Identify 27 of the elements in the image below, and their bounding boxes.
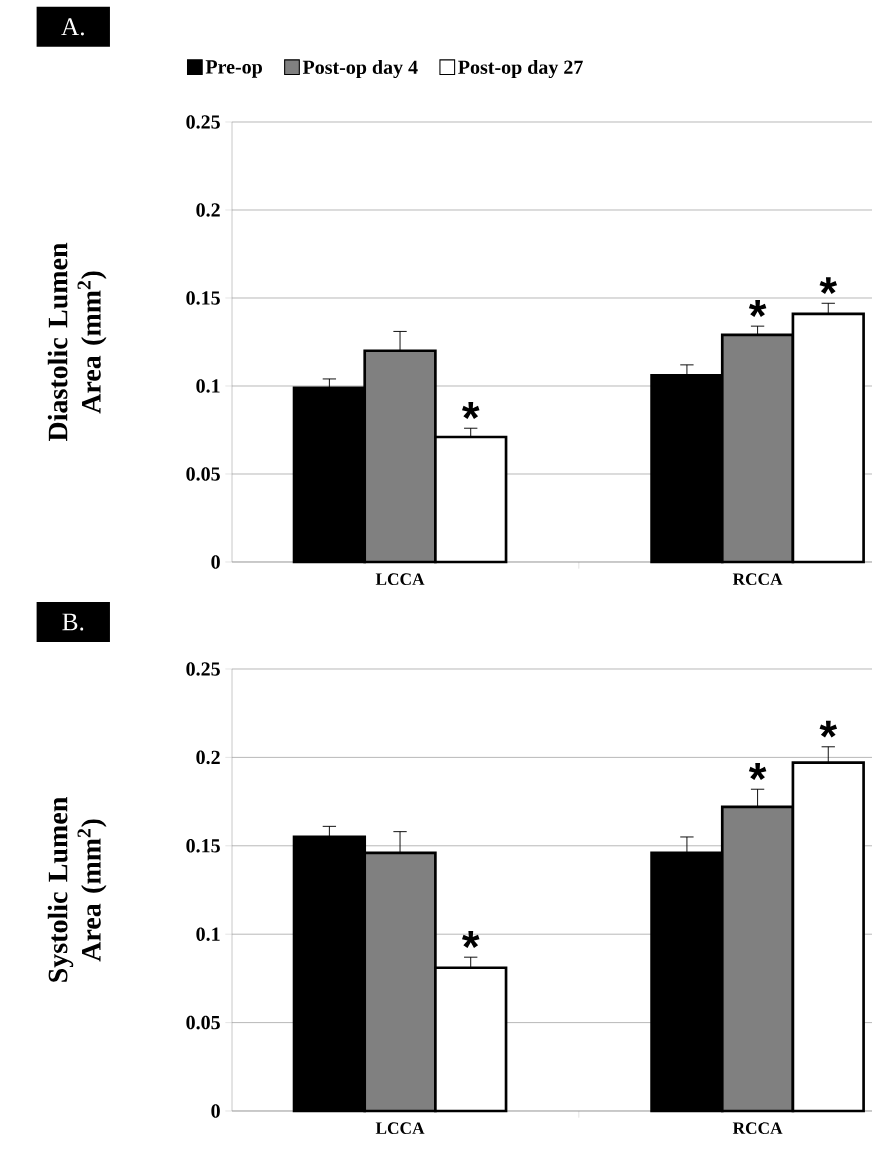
y-tick-label: 0.2 bbox=[196, 203, 220, 217]
y-tick-label: 0 bbox=[211, 1104, 220, 1118]
x-tick-label: RCCA bbox=[732, 573, 783, 586]
y-tick-label: 0.15 bbox=[186, 839, 220, 853]
chart-title: B. bbox=[62, 613, 84, 631]
data-label: * bbox=[462, 402, 480, 419]
data-label: * bbox=[819, 277, 838, 295]
legend-label: Post-op day 4 bbox=[302, 59, 418, 79]
y-tick-label: 0.1 bbox=[196, 379, 220, 393]
legend-label: Post-op day 27 bbox=[458, 59, 583, 79]
data-label: * bbox=[819, 720, 838, 738]
data-label: * bbox=[748, 300, 767, 317]
x-tick-label: LCCA bbox=[375, 573, 425, 586]
y-tick-label: 0 bbox=[211, 555, 220, 569]
chart-title: A. bbox=[61, 18, 84, 36]
y-tick-label: 0.25 bbox=[186, 115, 220, 129]
x-tick-label: RCCA bbox=[732, 1122, 783, 1135]
y-tick-label: 0.2 bbox=[196, 750, 220, 765]
data-label: * bbox=[748, 763, 767, 780]
y-tick-label: 0.25 bbox=[186, 662, 220, 676]
y-tick-label: 0.05 bbox=[186, 467, 220, 481]
legend-label: Pre-op bbox=[205, 60, 262, 78]
y-tick-label: 0.15 bbox=[186, 291, 220, 305]
x-tick-label: LCCA bbox=[375, 1122, 425, 1135]
data-label: * bbox=[462, 931, 480, 948]
y-tick-label: 0.05 bbox=[186, 1015, 220, 1030]
y-tick-label: 0.1 bbox=[196, 927, 220, 941]
